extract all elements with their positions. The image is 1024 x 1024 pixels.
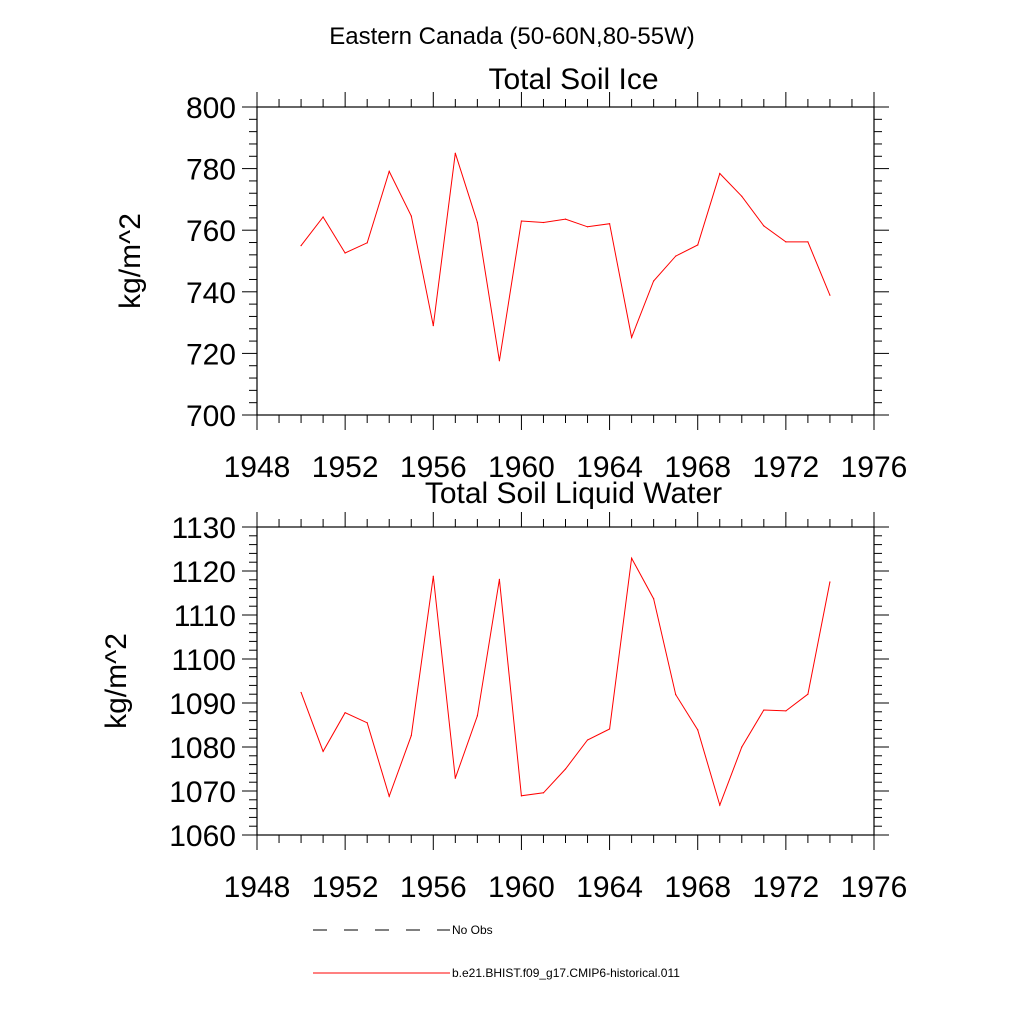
data-point (675, 255, 677, 257)
x-tick-label: 1972 (752, 871, 819, 904)
data-point (697, 244, 699, 246)
data-point (366, 242, 368, 244)
x-tick-label: 1964 (576, 451, 643, 484)
y-tick-label: 760 (186, 215, 236, 248)
data-point (520, 220, 523, 222)
x-tick-label: 1956 (400, 871, 467, 904)
legend-label-2: b.e21.BHIST.f09_g17.CMIP6-historical.011 (452, 966, 680, 980)
data-point (564, 768, 567, 770)
data-point (586, 739, 589, 741)
x-tick-label: 1952 (312, 871, 379, 904)
data-point (675, 694, 677, 696)
data-point (586, 226, 589, 228)
data-point (741, 195, 743, 197)
data-point (542, 792, 545, 794)
x-tick-label: 1976 (841, 451, 908, 484)
chart-title: Total Soil Ice (488, 63, 658, 96)
y-tick-label: 800 (186, 92, 236, 125)
x-tick-label: 1952 (312, 451, 379, 484)
data-point (741, 746, 743, 748)
data-point (608, 223, 611, 225)
y-tick-label: 1080 (169, 732, 236, 765)
x-tick-label: 1964 (576, 871, 643, 904)
data-point (476, 221, 478, 224)
data-point (344, 252, 346, 254)
series-line-1 (300, 556, 831, 807)
data-point (631, 557, 633, 559)
data-point (322, 216, 324, 218)
x-tick-label: 1972 (752, 451, 819, 484)
x-tick-label: 1960 (488, 451, 555, 484)
y-tick-label: 1100 (171, 644, 236, 677)
data-point (300, 691, 302, 694)
x-tick-label: 1948 (224, 451, 291, 484)
data-point (631, 336, 633, 338)
y-tick-label: 1090 (169, 688, 236, 721)
y-tick-label: 1120 (171, 556, 236, 589)
data-point (608, 728, 611, 730)
data-point (300, 245, 302, 247)
data-point (476, 715, 478, 717)
y-tick-label: 1060 (169, 820, 236, 853)
data-point (344, 712, 346, 714)
data-point (454, 777, 456, 779)
data-point (829, 294, 831, 296)
data-point (454, 152, 456, 154)
data-point (432, 325, 434, 327)
data-point (763, 709, 765, 711)
x-tick-label: 1968 (664, 871, 731, 904)
data-point (785, 241, 787, 243)
data-point (719, 804, 721, 806)
y-tick-label: 700 (186, 400, 236, 433)
data-point (564, 218, 567, 220)
chart-title: Total Soil Liquid Water (425, 477, 722, 510)
data-point (829, 581, 831, 583)
data-point (322, 750, 324, 753)
x-tick-label: 1968 (664, 451, 731, 484)
x-tick-label: 1956 (400, 451, 467, 484)
series-line-1 (300, 153, 831, 361)
plot-frame (256, 106, 875, 416)
legend: No Obs b.e21.BHIST.f09_g17.CMIP6-historic… (313, 923, 680, 980)
data-point (410, 734, 412, 737)
y-tick-label: 1110 (174, 600, 236, 633)
data-point (498, 578, 500, 580)
figure-title: Eastern Canada (50-60N,80-55W) (329, 23, 695, 50)
y-tick-label: 740 (186, 277, 236, 310)
data-point (653, 280, 655, 282)
data-point (763, 225, 765, 227)
data-point (542, 221, 545, 224)
data-point (388, 170, 390, 172)
data-point (432, 575, 434, 577)
data-point (697, 729, 699, 731)
y-tick-label: 720 (186, 338, 236, 371)
data-point (410, 215, 412, 217)
legend-label-1: No Obs (452, 923, 493, 937)
chart-panel-1: Total Soil Ice kg/m^2 1948 1952 1956 1960 1964… (114, 63, 907, 484)
data-point (366, 722, 368, 724)
chart-panel-2: Total Soil Liquid Water kg/m^2 1948 1952 195… (100, 477, 907, 904)
plot-frame (256, 526, 875, 836)
data-point (653, 598, 655, 600)
y-axis-label: kg/m^2 (100, 633, 133, 729)
data-point (498, 360, 500, 362)
data-point (388, 795, 390, 797)
data-point (719, 172, 721, 175)
data-point (807, 693, 809, 695)
y-tick-label: 1130 (171, 512, 236, 545)
x-tick-label: 1960 (488, 871, 555, 904)
y-axis-label: kg/m^2 (114, 213, 147, 309)
data-point (785, 710, 787, 712)
data-point (807, 241, 809, 243)
x-tick-label: 1948 (224, 871, 291, 904)
y-tick-label: 1070 (169, 776, 236, 809)
data-point (520, 795, 523, 797)
x-tick-label: 1976 (841, 871, 908, 904)
y-tick-label: 780 (186, 154, 236, 187)
chart-panels: Total Soil Ice kg/m^2 1948 1952 1956 1960 1964… (100, 63, 907, 904)
